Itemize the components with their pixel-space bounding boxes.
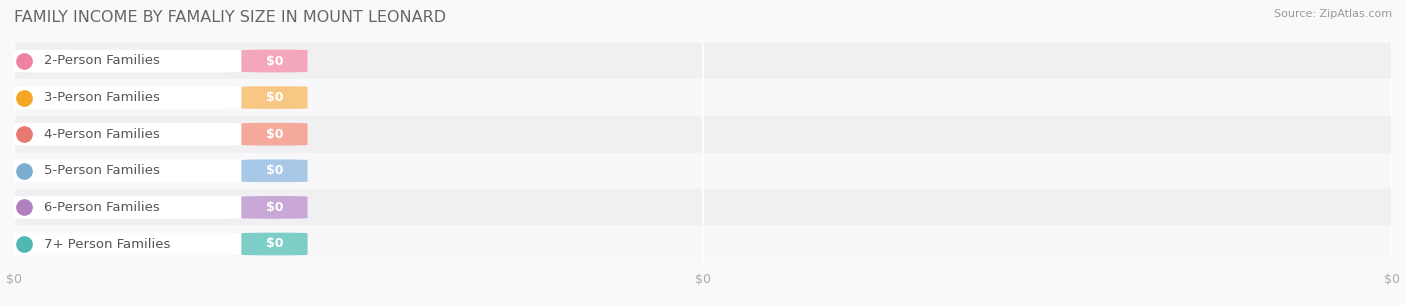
Text: 3-Person Families: 3-Person Families bbox=[45, 91, 160, 104]
Text: FAMILY INCOME BY FAMALIY SIZE IN MOUNT LEONARD: FAMILY INCOME BY FAMALIY SIZE IN MOUNT L… bbox=[14, 10, 446, 25]
Text: 4-Person Families: 4-Person Families bbox=[45, 128, 160, 141]
FancyBboxPatch shape bbox=[14, 233, 242, 255]
Text: $0: $0 bbox=[266, 55, 283, 67]
Text: 5-Person Families: 5-Person Families bbox=[45, 164, 160, 177]
Bar bbox=[14, 116, 1392, 152]
FancyBboxPatch shape bbox=[242, 50, 308, 72]
Text: Source: ZipAtlas.com: Source: ZipAtlas.com bbox=[1274, 9, 1392, 19]
Text: 2-Person Families: 2-Person Families bbox=[45, 55, 160, 67]
FancyBboxPatch shape bbox=[14, 86, 242, 109]
Bar bbox=[14, 226, 1392, 262]
Text: 6-Person Families: 6-Person Families bbox=[45, 201, 160, 214]
Text: $0: $0 bbox=[266, 201, 283, 214]
FancyBboxPatch shape bbox=[242, 123, 308, 145]
FancyBboxPatch shape bbox=[242, 160, 308, 182]
FancyBboxPatch shape bbox=[242, 196, 308, 219]
FancyBboxPatch shape bbox=[14, 196, 242, 219]
Bar bbox=[14, 79, 1392, 116]
Text: $0: $0 bbox=[266, 91, 283, 104]
Text: $0: $0 bbox=[266, 128, 283, 141]
Text: 7+ Person Families: 7+ Person Families bbox=[45, 238, 170, 250]
FancyBboxPatch shape bbox=[14, 160, 242, 182]
FancyBboxPatch shape bbox=[242, 86, 308, 109]
FancyBboxPatch shape bbox=[14, 50, 242, 72]
Text: $0: $0 bbox=[266, 238, 283, 250]
Bar bbox=[14, 152, 1392, 189]
Bar bbox=[14, 43, 1392, 79]
Text: $0: $0 bbox=[266, 164, 283, 177]
Bar bbox=[14, 189, 1392, 226]
FancyBboxPatch shape bbox=[242, 233, 308, 255]
FancyBboxPatch shape bbox=[14, 123, 242, 145]
